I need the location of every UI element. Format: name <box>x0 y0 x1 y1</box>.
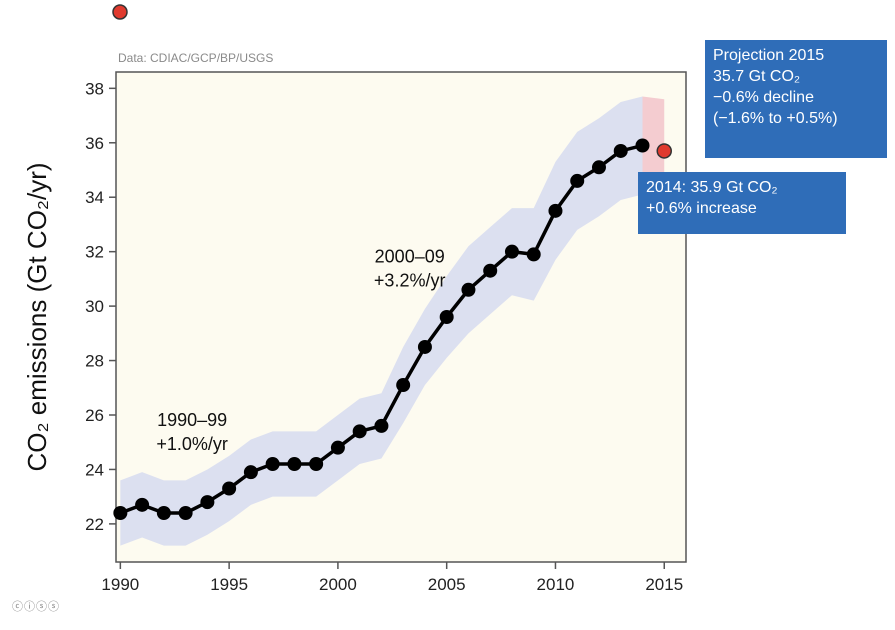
legend-dot-icon <box>112 4 128 20</box>
period-annotation: +1.0%/yr <box>156 434 228 454</box>
data-point <box>287 457 302 471</box>
projection-callout-line: Projection 2015 <box>713 47 825 64</box>
data-point <box>374 418 389 433</box>
y-tick-label: 36 <box>85 134 104 153</box>
projection-callout-line: −0.6% decline <box>713 89 814 106</box>
data-point <box>396 378 411 393</box>
projection-callout: Projection 2015 35.7 Gt CO₂ −0.6% declin… <box>705 40 887 158</box>
data-point <box>548 203 563 218</box>
x-tick-label: 1990 <box>101 575 139 594</box>
y-tick-label: 38 <box>85 79 104 98</box>
data-point <box>570 173 585 188</box>
data-point <box>504 244 519 259</box>
projection-callout-line: (−1.6% to +0.5%) <box>713 110 838 127</box>
data-point <box>352 424 367 439</box>
y-tick-label: 30 <box>85 297 104 316</box>
x-tick-label: 2000 <box>319 575 357 594</box>
creative-commons-icon: ⓒⓘⓢⓢ <box>12 601 60 613</box>
y-tick-label: 22 <box>85 515 104 534</box>
data-point <box>113 506 128 520</box>
data-point <box>200 495 215 510</box>
data-point <box>461 282 476 297</box>
actual-2014-callout: 2014: 35.9 Gt CO₂ +0.6% increase <box>638 172 846 234</box>
y-tick-label: 28 <box>85 352 104 371</box>
projection-point <box>656 143 672 159</box>
data-point <box>330 440 345 455</box>
x-tick-label: 1995 <box>210 575 248 594</box>
uncertainty-band <box>120 96 643 546</box>
data-point <box>156 506 171 520</box>
y-axis: 22 24 26 28 30 32 34 36 38 <box>85 79 116 534</box>
actual-callout-line: +0.6% increase <box>646 200 757 217</box>
period-annotation: 2000–09 <box>375 247 445 267</box>
data-point <box>439 310 454 324</box>
projection-band <box>642 96 665 195</box>
data-point <box>613 143 628 158</box>
data-point <box>178 506 193 520</box>
emissions-markers <box>113 138 672 520</box>
data-point <box>417 339 432 354</box>
x-axis: 1990 1995 2000 2005 2010 2015 <box>101 562 683 594</box>
actual-callout-line: 2014: 35.9 Gt CO₂ <box>646 179 778 196</box>
y-tick-label: 32 <box>85 243 104 262</box>
data-point <box>635 138 650 153</box>
data-point <box>483 263 498 278</box>
period-annotation: +3.2%/yr <box>374 271 446 291</box>
data-point <box>591 160 606 175</box>
y-axis-label: CO₂ emissions (Gt CO₂/yr) <box>22 162 52 471</box>
x-tick-label: 2005 <box>428 575 466 594</box>
y-tick-label: 24 <box>85 460 104 479</box>
projection-callout-line: 35.7 Gt CO₂ <box>713 68 801 85</box>
x-tick-label: 2015 <box>645 575 683 594</box>
period-annotation: 1990–99 <box>157 410 227 430</box>
data-point <box>135 497 150 512</box>
data-point <box>309 457 324 471</box>
annotations: 1990–99 +1.0%/yr 2000–09 +3.2%/yr <box>156 247 445 454</box>
data-point <box>526 247 541 262</box>
x-tick-label: 2010 <box>537 575 575 594</box>
data-point <box>222 481 237 496</box>
y-tick-label: 26 <box>85 406 104 425</box>
data-point <box>243 465 258 480</box>
uncertainty-band-area <box>120 96 643 546</box>
data-source-label: Data: CDIAC/GCP/BP/USGS <box>118 51 273 65</box>
projection-band-area <box>642 96 665 195</box>
data-point <box>265 457 280 471</box>
y-tick-label: 34 <box>85 188 104 207</box>
